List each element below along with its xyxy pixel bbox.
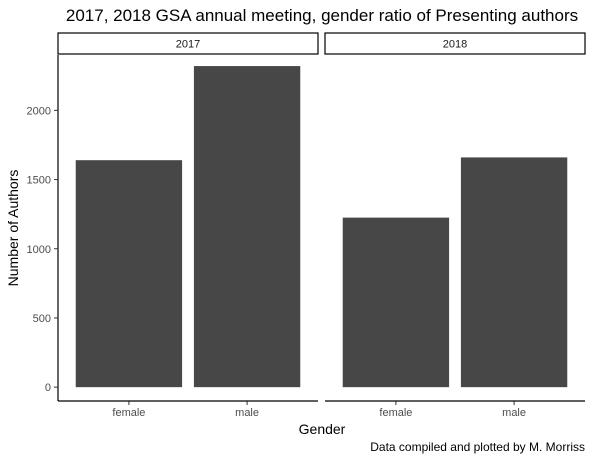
facet-panels: 2017 female male 0 500 1000 1500 2000 2018 female… — [27, 32, 586, 419]
y-tick-label-1000: 1000 — [27, 244, 51, 256]
chart-title: 2017, 2018 GSA annual meeting, gender ra… — [66, 6, 578, 25]
y-tick-label-500: 500 — [33, 313, 51, 325]
strip-label-2017: 2017 — [176, 39, 200, 51]
strip-label-2018: 2018 — [443, 39, 467, 51]
x-tick-label-2018-male: male — [502, 407, 526, 419]
facet-panel-2018: 2018 female male — [324, 32, 586, 419]
chart-caption: Data compiled and plotted by M. Morriss — [370, 440, 585, 454]
y-axis-title: Number of Authors — [5, 170, 21, 287]
x-axis-title: Gender — [299, 421, 346, 437]
x-tick-label-2017-male: male — [235, 407, 259, 419]
bar-2018-male — [460, 157, 568, 388]
strip-box-2017 — [57, 32, 319, 55]
x-tick-label-2018-female: female — [379, 407, 412, 419]
bar-2017-male — [193, 66, 301, 388]
y-tick-label-1500: 1500 — [27, 175, 51, 187]
bar-2018-female — [342, 217, 450, 388]
bar-2017-female — [75, 160, 183, 388]
y-tick-label-0: 0 — [45, 382, 51, 394]
strip-box-2018 — [324, 32, 586, 55]
x-tick-label-2017-female: female — [112, 407, 145, 419]
facet-panel-2017: 2017 female male 0 500 1000 1500 2000 — [27, 32, 319, 419]
y-tick-label-2000: 2000 — [27, 105, 51, 117]
